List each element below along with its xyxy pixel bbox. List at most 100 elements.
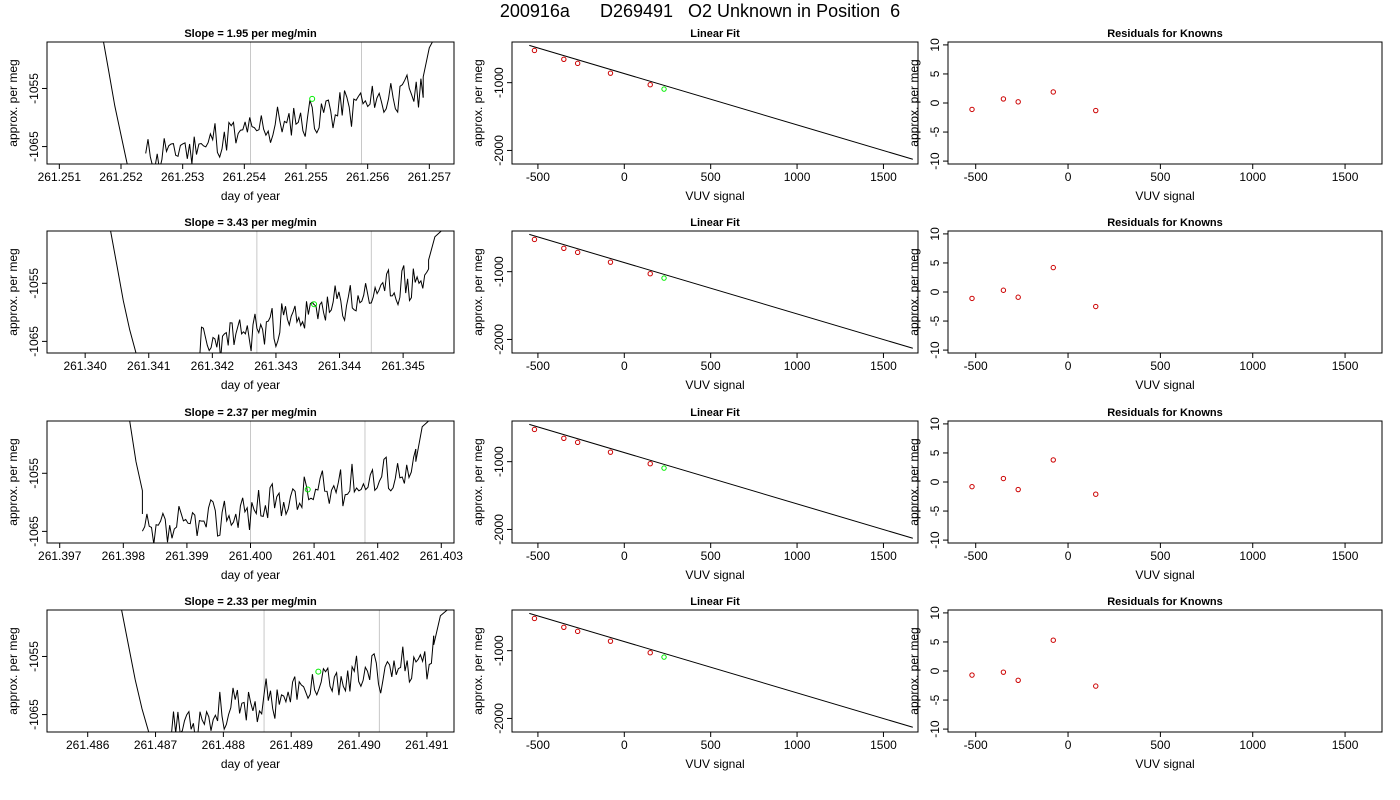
y-tick-label: -5 <box>928 505 942 516</box>
x-axis-label: VUV signal <box>685 757 744 771</box>
x-tick-label: 261.399 <box>165 549 209 563</box>
row-4: 261.486 261.487 261.488 261.489 261.490 261.4… <box>6 596 1383 771</box>
y-tick-label: -2000 <box>492 703 506 734</box>
x-tick-label: 500 <box>701 549 721 563</box>
final-rise-line <box>433 610 448 646</box>
x-tick-label: 500 <box>701 359 721 373</box>
time-series-panel: 261.397 261.398 261.399 261.400 261.401 261.4… <box>6 407 463 582</box>
y-tick-label: 10 <box>928 38 942 52</box>
y-tick-label: -1055 <box>27 458 41 489</box>
y-tick-label: -1000 <box>492 67 506 98</box>
fit-line <box>529 44 913 160</box>
plot-frame <box>46 609 455 733</box>
x-tick-label: 261.398 <box>102 549 146 563</box>
x-axis-label: day of year <box>221 378 280 392</box>
known-point <box>531 615 538 622</box>
fit-title: Linear Fit <box>690 28 740 40</box>
x-tick-label: -500 <box>964 170 988 184</box>
residual-point <box>1093 303 1099 310</box>
residual-point <box>1015 294 1021 300</box>
plot-area <box>110 231 442 353</box>
y-tick-label: -10 <box>928 152 942 170</box>
x-tick-label: 500 <box>701 170 721 184</box>
y-tick-label: -1055 <box>27 268 41 299</box>
x-tick-label: 261.251 <box>38 170 82 184</box>
time-series-panel: 261.486 261.487 261.488 261.489 261.490 261.4… <box>6 596 455 771</box>
row-1: 261.251 261.252 261.253 261.254 261.255 261.2… <box>6 28 1383 203</box>
unknown-point <box>661 86 667 92</box>
x-tick-label: 1000 <box>1239 549 1266 563</box>
y-tick-label: -1000 <box>492 446 506 477</box>
x-tick-label: 261.253 <box>161 170 205 184</box>
residual-point <box>1000 287 1007 293</box>
residuals-title: Residuals for Knowns <box>1107 217 1223 229</box>
unknown-marker <box>304 486 311 493</box>
y-axis-label: approx. per meg <box>471 248 485 335</box>
row-2: 261.340 261.341 261.342 261.343 261.344 261.3… <box>6 217 1383 392</box>
final-rise-line <box>422 42 433 98</box>
plot-area <box>121 610 448 732</box>
residuals-title: Residuals for Knowns <box>1107 596 1223 608</box>
y-tick-label: 5 <box>928 259 942 266</box>
x-tick-label: 261.397 <box>38 549 82 563</box>
residual-point <box>1093 491 1099 497</box>
x-tick-label: 261.256 <box>346 170 390 184</box>
residual-point <box>1093 107 1099 114</box>
known-point <box>574 60 581 67</box>
plot-frame <box>947 609 1383 733</box>
plot-frame <box>947 41 1383 165</box>
x-tick-label: 1500 <box>870 549 897 563</box>
x-tick-label: -500 <box>964 738 988 752</box>
row-3: 261.397 261.398 261.399 261.400 261.401 261.4… <box>6 407 1383 582</box>
x-tick-label: 1000 <box>784 738 811 752</box>
x-tick-label: 0 <box>1065 549 1072 563</box>
x-axis-label: VUV signal <box>1135 378 1194 392</box>
y-tick-label: -1065 <box>27 699 41 730</box>
x-tick-label: 261.342 <box>191 359 235 373</box>
known-point <box>647 650 653 656</box>
y-tick-label: 0 <box>928 667 942 674</box>
x-tick-label: 261.491 <box>405 738 449 752</box>
known-point <box>531 47 538 54</box>
y-axis-label: approx. per meg <box>6 438 20 525</box>
x-tick-label: 1000 <box>1239 359 1266 373</box>
residual-point <box>1050 264 1056 271</box>
plot-frame <box>46 230 455 354</box>
x-tick-label: 1000 <box>784 359 811 373</box>
x-axis-label: VUV signal <box>1135 757 1194 771</box>
known-point <box>607 259 614 265</box>
x-axis-label: VUV signal <box>1135 568 1194 582</box>
residuals-title: Residuals for Knowns <box>1107 407 1223 419</box>
fit-line <box>529 233 913 349</box>
y-tick-label: 5 <box>928 638 942 645</box>
x-tick-label: 1500 <box>1332 359 1359 373</box>
known-point <box>574 249 581 256</box>
known-point <box>531 426 538 433</box>
signal-trace <box>168 635 435 732</box>
y-tick-label: 5 <box>928 449 942 456</box>
linear-fit-panel: -500 0 500 1000 1500 -1000 -2000 Linear Fit VUV … <box>471 217 919 392</box>
known-point <box>561 624 567 630</box>
residual-point <box>1000 475 1007 482</box>
plot-frame <box>511 41 919 165</box>
x-tick-label: 261.486 <box>66 738 110 752</box>
x-tick-label: 500 <box>1150 170 1170 184</box>
fit-title: Linear Fit <box>690 407 740 419</box>
y-tick-label: -10 <box>928 531 942 549</box>
x-axis-label: day of year <box>221 189 280 203</box>
x-tick-label: -500 <box>526 738 550 752</box>
residual-point <box>1093 683 1099 689</box>
residual-point <box>1015 99 1021 105</box>
residuals-panel: -500 0 500 1000 1500 -10 -5 0 5 10 Residuals for K… <box>907 596 1383 771</box>
residual-point <box>1015 486 1021 493</box>
known-point <box>561 245 567 251</box>
x-tick-label: 500 <box>701 738 721 752</box>
residuals-title: Residuals for Knowns <box>1107 28 1223 40</box>
x-tick-label: 0 <box>621 549 628 563</box>
plot-frame <box>947 420 1383 544</box>
known-point <box>607 638 614 644</box>
signal-trace <box>141 448 417 543</box>
slope-title: Slope = 1.95 per meg/min <box>184 28 317 40</box>
x-tick-label: 0 <box>621 738 628 752</box>
